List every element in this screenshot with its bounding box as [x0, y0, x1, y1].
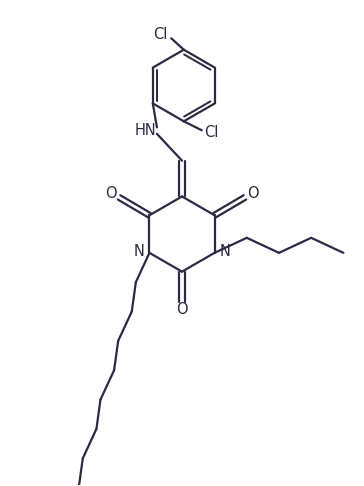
Text: O: O	[176, 302, 188, 317]
Text: N: N	[219, 243, 230, 259]
Text: O: O	[247, 186, 259, 201]
Text: Cl: Cl	[205, 124, 219, 139]
Text: Cl: Cl	[153, 27, 168, 42]
Text: HN: HN	[135, 123, 157, 139]
Text: N: N	[134, 243, 145, 259]
Text: O: O	[105, 186, 117, 201]
